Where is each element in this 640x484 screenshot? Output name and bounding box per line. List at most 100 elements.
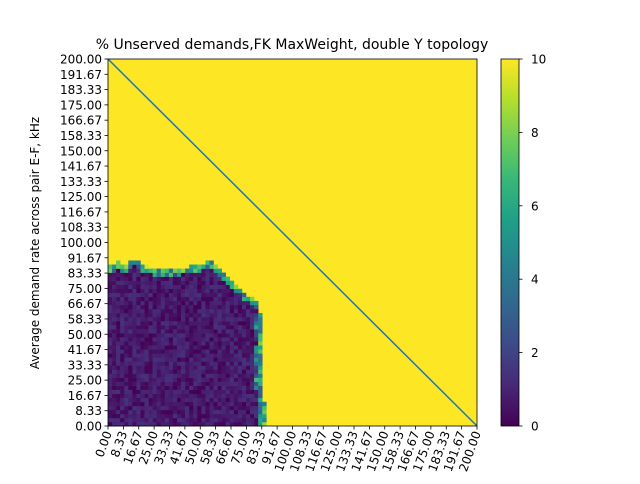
heatmap-cell (193, 421, 198, 427)
heatmap-cell (164, 300, 170, 306)
heatmap-cell (237, 304, 243, 310)
heatmap-cell (185, 353, 190, 358)
heatmap-cell (193, 349, 198, 354)
heatmap-cell (225, 349, 231, 354)
heatmap-cell (108, 357, 113, 362)
heatmap-cell (221, 300, 227, 306)
heatmap-cell (217, 405, 222, 411)
heatmap-cell (128, 361, 133, 366)
heatmap-cell (156, 300, 162, 306)
heatmap-cell (237, 357, 243, 362)
heatmap-cell (246, 329, 251, 334)
heatmap-cell (112, 304, 117, 310)
heatmap-cell (164, 349, 170, 354)
heatmap-cell (156, 405, 162, 411)
heatmap-cell (246, 409, 251, 415)
heatmap-cell (120, 280, 125, 286)
heatmap-cell (233, 365, 239, 370)
heatmap-cell (136, 377, 141, 382)
heatmap-cell (164, 421, 170, 427)
heatmap-cell (120, 312, 125, 318)
heatmap-cell (209, 321, 214, 326)
heatmap-cell (128, 365, 133, 370)
heatmap-cell (254, 321, 259, 326)
heatmap-cell (172, 308, 178, 314)
heatmap-cell (197, 312, 202, 318)
heatmap-cell (225, 397, 231, 403)
heatmap-cell (132, 321, 137, 326)
heatmap-cell (160, 296, 166, 302)
heatmap-cell (225, 393, 231, 399)
heatmap-cell (156, 308, 162, 314)
heatmap-cell (152, 276, 158, 281)
heatmap-cell (217, 421, 222, 427)
heatmap-cell (164, 405, 170, 411)
heatmap-cell (225, 385, 231, 390)
heatmap-cell (225, 296, 231, 302)
heatmap-cell (177, 317, 182, 322)
heatmap-cell (221, 405, 227, 411)
heatmap-cell (193, 268, 198, 273)
heatmap-cell (120, 268, 125, 273)
heatmap-cell (209, 276, 214, 281)
heatmap-cell (205, 321, 210, 326)
heatmap-cell (185, 284, 190, 290)
heatmap-cell (193, 381, 198, 386)
heatmap-cell (189, 369, 194, 374)
heatmap-cell (112, 276, 117, 281)
heatmap-cell (241, 385, 247, 390)
heatmap-cell (144, 276, 149, 281)
heatmap-cell (177, 296, 182, 302)
heatmap-cell (160, 292, 166, 298)
heatmap-cell (225, 401, 231, 407)
heatmap-cell (144, 349, 149, 354)
heatmap-cell (201, 345, 206, 350)
heatmap-cell (197, 353, 202, 358)
heatmap-cell (213, 417, 218, 423)
heatmap-cell (148, 300, 153, 306)
heatmap-cell (205, 377, 210, 382)
heatmap-cell (148, 276, 153, 281)
heatmap-cell (132, 317, 137, 322)
heatmap-cell (197, 296, 202, 302)
heatmap-cell (209, 413, 214, 419)
heatmap-cell (172, 377, 178, 382)
heatmap-cell (148, 385, 153, 390)
heatmap-cell (185, 345, 190, 350)
heatmap-cell (160, 421, 166, 427)
heatmap-cell (229, 381, 235, 386)
heatmap-cell (209, 341, 214, 346)
heatmap-cell (181, 317, 186, 322)
heatmap-cell (241, 317, 247, 322)
heatmap-cell (144, 308, 149, 314)
heatmap-cell (156, 337, 162, 342)
heatmap-cell (124, 321, 129, 326)
heatmap-cell (164, 337, 170, 342)
heatmap-cell (124, 389, 129, 395)
heatmap-cell (132, 417, 137, 423)
heatmap-cell (177, 369, 182, 374)
heatmap-cell (217, 288, 222, 294)
heatmap-cell (205, 357, 210, 362)
heatmap-cell (250, 345, 255, 350)
heatmap-cell (229, 369, 235, 374)
heatmap-cell (128, 264, 133, 269)
heatmap-cell (197, 304, 202, 310)
heatmap-cell (221, 401, 227, 407)
heatmap-cell (172, 288, 178, 294)
heatmap-cell (237, 296, 243, 302)
heatmap-cell (116, 333, 121, 338)
heatmap-cell (144, 413, 149, 419)
heatmap-cell (156, 401, 162, 407)
heatmap-cell (168, 268, 174, 273)
heatmap-cell (201, 417, 206, 423)
heatmap-cell (205, 361, 210, 366)
heatmap-cell (209, 405, 214, 411)
heatmap-cell (193, 325, 198, 330)
heatmap-cell (164, 268, 170, 273)
heatmap-cell (152, 288, 158, 294)
heatmap-cell (193, 357, 198, 362)
heatmap-cell (233, 345, 239, 350)
heatmap-cell (120, 345, 125, 350)
heatmap-cell (156, 413, 162, 419)
